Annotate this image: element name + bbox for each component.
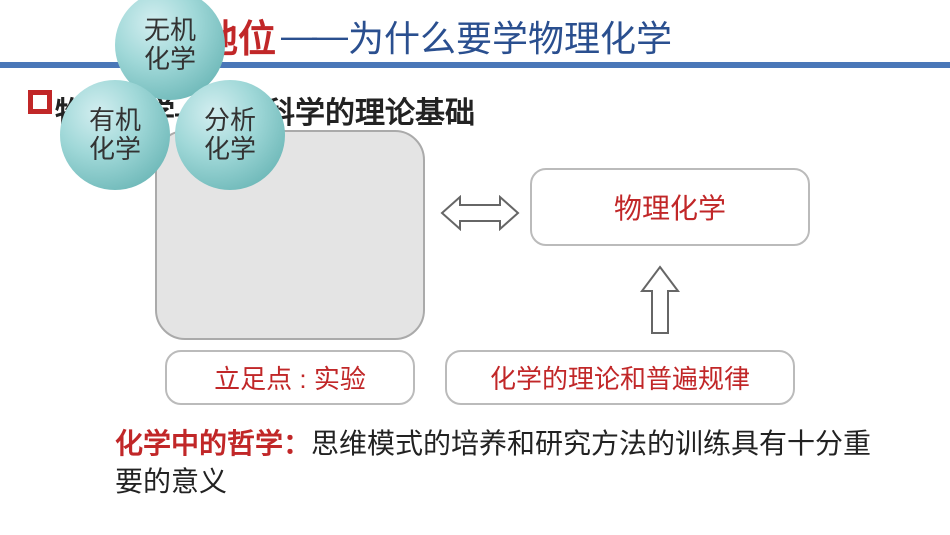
circle-organic: 有机 化学 <box>60 80 170 190</box>
arrow-up <box>640 265 680 335</box>
footer-red: 化学中的哲学： <box>115 428 311 459</box>
box-experiment: 立足点 : 实验 <box>165 350 415 405</box>
box-theory: 化学的理论和普遍规律 <box>445 350 795 405</box>
bullet-square <box>28 90 52 114</box>
box-left-label: 立足点 : 实验 <box>214 359 366 396</box>
box-main-label: 物理化学 <box>614 187 726 227</box>
circle-analytic: 分析 化学 <box>175 80 285 190</box>
box-right-label: 化学的理论和普遍规律 <box>490 359 750 396</box>
title-blue: 为什么要学物理化学 <box>348 10 672 62</box>
title-dash: —— <box>281 15 343 57</box>
footer-text: 化学中的哲学：思维模式的培养和研究方法的训练具有十分重要的意义 <box>115 425 885 501</box>
circle-analytic-label: 分析 化学 <box>204 106 256 163</box>
box-physical-chemistry: 物理化学 <box>530 168 810 246</box>
circle-inorganic-label: 无机 化学 <box>144 16 196 73</box>
circle-organic-label: 有机 化学 <box>89 106 141 163</box>
double-arrow-horizontal <box>440 195 520 231</box>
